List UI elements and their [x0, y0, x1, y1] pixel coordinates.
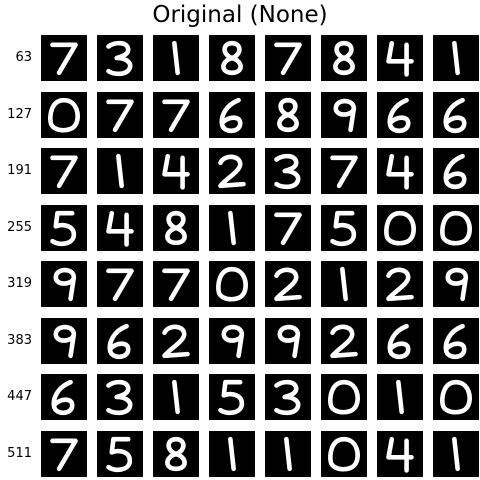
- digit-image-tile: [97, 374, 143, 420]
- digit-image-tile: [433, 92, 479, 138]
- digit-image-tile: [433, 148, 479, 194]
- digit-image-tile: [433, 374, 479, 420]
- digit-image-tile: [209, 318, 255, 364]
- digit-image-tile: [433, 35, 479, 81]
- digit-image-tile: [153, 374, 199, 420]
- digit-image-tile: [433, 205, 479, 251]
- row-label: 63: [15, 50, 32, 65]
- digit-image-tile: [97, 318, 143, 364]
- digit-image-tile: [97, 92, 143, 138]
- digit-image-tile: [377, 431, 423, 477]
- digit-image-tile: [377, 35, 423, 81]
- digit-image-tile: [153, 261, 199, 307]
- digit-image-tile: [209, 92, 255, 138]
- digit-image-tile: [41, 205, 87, 251]
- row-label: 191: [7, 163, 32, 178]
- digit-image-tile: [209, 374, 255, 420]
- digit-image-tile: [265, 148, 311, 194]
- digit-image-tile: [97, 35, 143, 81]
- digit-image-tile: [265, 374, 311, 420]
- digit-image-tile: [209, 35, 255, 81]
- digit-image-tile: [209, 205, 255, 251]
- digit-image-tile: [153, 92, 199, 138]
- digit-image-tile: [153, 318, 199, 364]
- digit-image-tile: [321, 205, 367, 251]
- digit-image-tile: [153, 35, 199, 81]
- row-label: 255: [7, 220, 32, 235]
- digit-image-tile: [321, 261, 367, 307]
- figure-title: Original (None): [152, 2, 328, 28]
- digit-image-tile: [433, 431, 479, 477]
- digit-image-tile: [153, 205, 199, 251]
- digit-image-tile: [377, 261, 423, 307]
- digit-image-tile: [321, 431, 367, 477]
- digit-image-tile: [321, 92, 367, 138]
- digit-image-tile: [321, 35, 367, 81]
- digit-image-tile: [41, 374, 87, 420]
- digit-image-tile: [41, 261, 87, 307]
- digit-image-tile: [433, 261, 479, 307]
- digit-image-tile: [97, 431, 143, 477]
- digit-image-tile: [41, 318, 87, 364]
- digit-image-tile: [265, 35, 311, 81]
- digit-image-tile: [41, 148, 87, 194]
- digit-image-tile: [433, 318, 479, 364]
- row-label: 319: [7, 276, 32, 291]
- digit-image-tile: [97, 205, 143, 251]
- digit-image-tile: [265, 431, 311, 477]
- digit-image-tile: [41, 35, 87, 81]
- digit-image-tile: [153, 148, 199, 194]
- digit-image-tile: [265, 205, 311, 251]
- digit-image-tile: [209, 148, 255, 194]
- row-label: 447: [7, 389, 32, 404]
- digit-image-tile: [41, 431, 87, 477]
- digit-image-tile: [153, 431, 199, 477]
- digit-image-tile: [377, 318, 423, 364]
- digit-image-tile: [321, 318, 367, 364]
- digit-image-tile: [377, 205, 423, 251]
- digit-image-tile: [97, 148, 143, 194]
- digit-image-tile: [321, 374, 367, 420]
- digit-image-tile: [209, 431, 255, 477]
- digit-image-tile: [321, 148, 367, 194]
- digit-image-tile: [265, 261, 311, 307]
- digit-image-tile: [377, 92, 423, 138]
- digit-image-tile: [377, 374, 423, 420]
- row-label: 127: [7, 107, 32, 122]
- digit-image-tile: [97, 261, 143, 307]
- digit-image-tile: [209, 261, 255, 307]
- digit-image-tile: [41, 92, 87, 138]
- digit-image-tile: [265, 92, 311, 138]
- digit-image-tile: [265, 318, 311, 364]
- row-label: 383: [7, 333, 32, 348]
- digit-image-tile: [377, 148, 423, 194]
- row-label: 511: [7, 446, 32, 461]
